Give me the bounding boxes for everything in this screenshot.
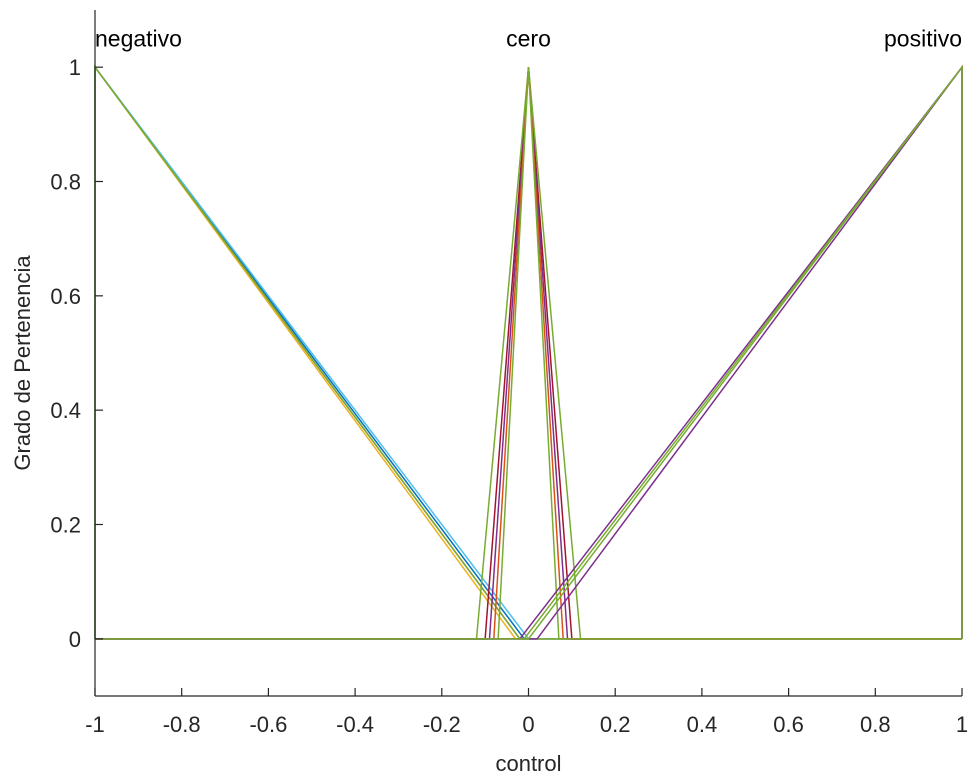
ticks-layer: [94, 66, 963, 696]
series-line-5: [94, 64, 962, 640]
x-tick-label: 0.2: [600, 712, 631, 737]
y-tick-label: 0.6: [50, 284, 81, 309]
series-line-12: [95, 64, 963, 640]
series-line-2: [94, 64, 962, 640]
series-line-9: [95, 67, 962, 640]
x-tick-label: 0.8: [860, 712, 891, 737]
x-tick-label: 0: [522, 712, 534, 737]
series-line-8: [95, 67, 962, 640]
x-tick-label: 1: [956, 712, 968, 737]
y-axis-label: Grado de Pertenencia: [10, 255, 35, 471]
series-line-14: [95, 64, 963, 640]
series-layer: [94, 64, 963, 640]
series-line-11: [95, 64, 963, 640]
series-line-10: [95, 67, 962, 640]
y-tick-label: 0: [69, 627, 81, 652]
series-line-13: [95, 64, 963, 640]
y-tick-label: 0.8: [50, 170, 81, 195]
x-axis-label: control: [495, 751, 561, 776]
tick-labels-layer: -1 -0.8 -0.6 -0.4 -0.2 0 0.2 0.4 0.6 0.8 1 0 0.2 0.4 0…: [50, 55, 968, 737]
y-tick-label: 0.4: [50, 398, 81, 423]
series-line-3: [94, 64, 962, 640]
x-tick-label: -0.4: [336, 712, 374, 737]
mf-label-cero: cero: [506, 26, 551, 52]
x-tick-label: -1: [85, 712, 105, 737]
series-line-7: [95, 67, 962, 640]
mf-label-negativo: negativo: [95, 26, 182, 52]
series-line-1: [94, 64, 962, 640]
x-tick-label: -0.2: [423, 712, 461, 737]
x-tick-label: 0.6: [773, 712, 804, 737]
x-tick-label: -0.6: [249, 712, 287, 737]
y-tick-label: 1: [69, 55, 81, 80]
x-tick-label: -0.8: [163, 712, 201, 737]
annotations-layer: negativo cero positivo: [95, 26, 962, 52]
x-tick-label: 0.4: [687, 712, 718, 737]
y-tick-label: 0.2: [50, 513, 81, 538]
series-line-6: [95, 67, 962, 640]
mf-label-positivo: positivo: [884, 26, 962, 52]
series-line-4: [94, 64, 962, 640]
